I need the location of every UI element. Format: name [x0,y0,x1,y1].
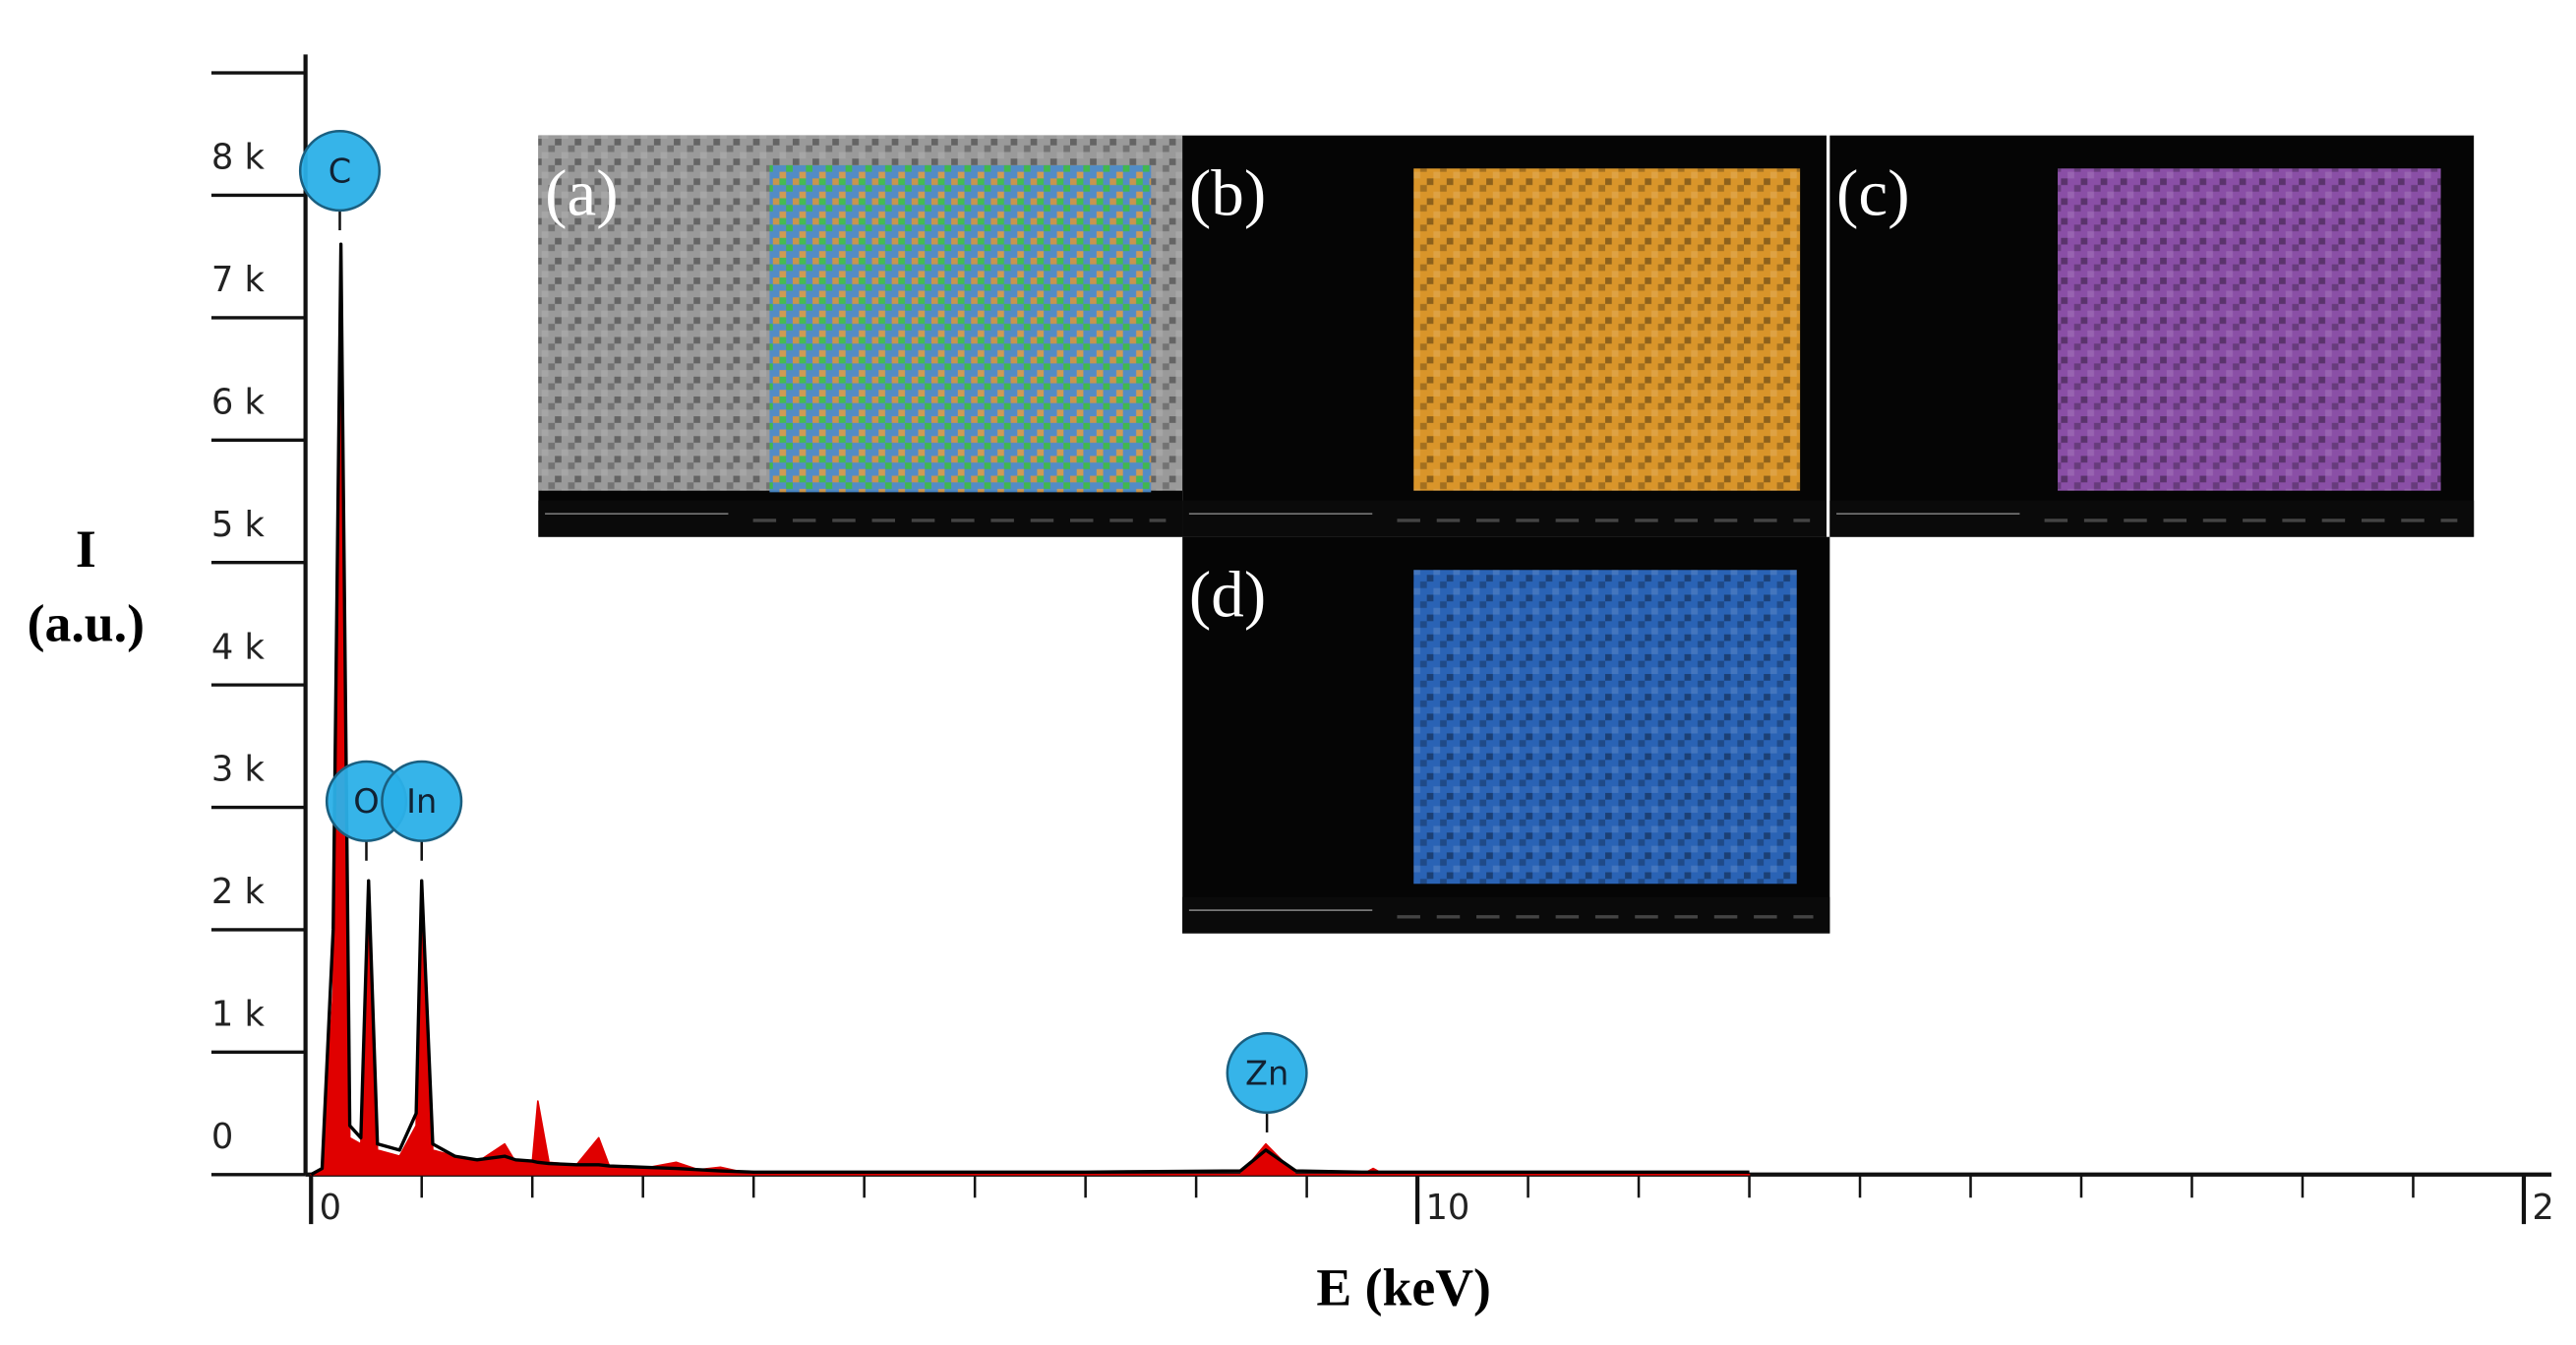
inset-label: (b) [1189,155,1266,229]
element-map [769,164,1152,493]
y-tick-label: 8 k [211,138,266,178]
y-tick-label: 1 k [211,994,266,1034]
map-texture [2058,168,2441,491]
y-tick-label: 3 k [211,750,266,790]
map-texture [1413,570,1797,885]
map-texture [1413,168,1801,491]
x-axis-label: E (keV) [1316,1257,1491,1316]
y-axis-label: I [76,520,96,579]
peak-label: O [353,782,379,821]
inset-label: (d) [1189,557,1266,631]
peak-marker [298,130,382,213]
peak-label: C [329,152,351,190]
peak-marker [1226,1031,1308,1115]
y-tick-label: 6 k [211,382,266,422]
inset-label: (a) [545,155,619,229]
x-tick-label: 10 [1425,1188,1469,1228]
x-tick-label: 0 [320,1188,341,1228]
peak-label: Zn [1245,1054,1288,1092]
peak-marker [381,760,463,842]
y-tick-label: 2 k [211,872,266,912]
spectrum-line [310,242,1750,1177]
x-tick-label: 2 [2532,1188,2553,1228]
y-tick-label: 5 k [211,505,266,545]
peak-label: In [406,782,437,821]
y-tick-label: 0 [211,1117,233,1157]
plot: (a) (b) (c) (d) 0 1 k 2 k 3 k 4 k 5 k 6 k 7 k 8 k 0 10… [28,54,2554,1316]
y-tick-label: 4 k [211,627,266,667]
y-tick-label: 7 k [211,260,266,300]
inset-label: (c) [1836,155,1910,229]
y-axis-label: (a.u.) [28,593,145,652]
